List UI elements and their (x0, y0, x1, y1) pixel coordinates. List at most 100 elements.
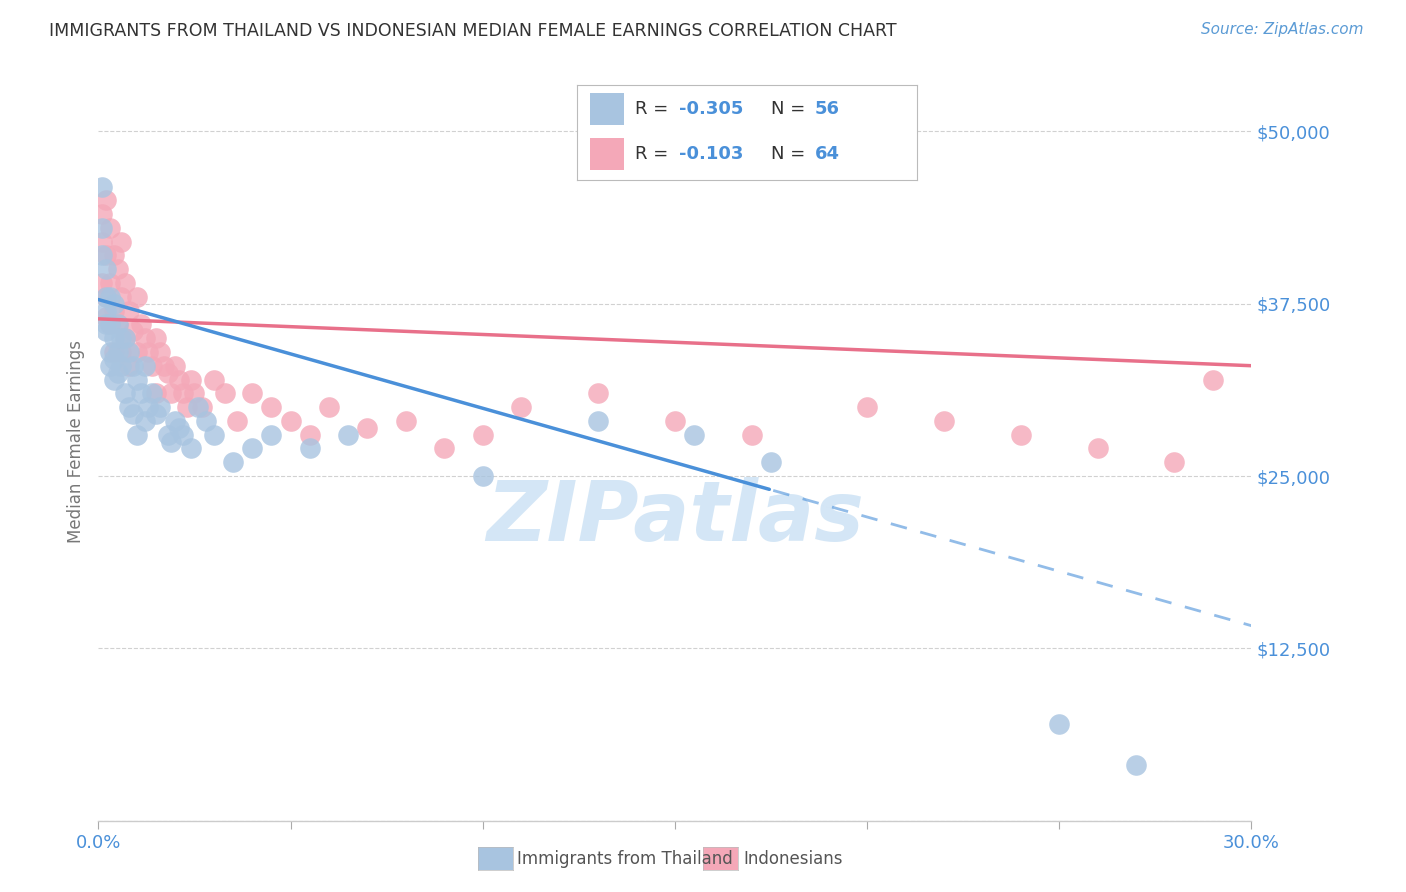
Point (98, 220, 121, 235)
Point (103, 303, 125, 318)
Point (152, 359, 174, 373)
Point (298, 427, 321, 442)
Point (160, 386, 183, 401)
Point (125, 372, 148, 386)
Point (337, 427, 360, 442)
Point (664, 414, 686, 428)
Point (94, 194, 117, 208)
Point (165, 414, 187, 428)
Point (138, 345, 160, 359)
Point (107, 366, 129, 380)
Point (122, 359, 145, 373)
Point (91, 207, 114, 221)
Point (110, 345, 132, 359)
Y-axis label: Median Female Earnings: Median Female Earnings (66, 340, 84, 543)
Point (187, 400, 209, 414)
Point (110, 359, 132, 373)
Point (110, 235, 132, 249)
Point (395, 414, 418, 428)
Point (118, 303, 141, 318)
Point (103, 351, 125, 366)
Point (110, 331, 132, 345)
Point (180, 372, 202, 386)
Point (134, 331, 156, 345)
Point (141, 386, 163, 401)
Point (98, 276, 121, 290)
Point (510, 400, 533, 414)
Point (125, 345, 148, 359)
Text: ZIPatlas: ZIPatlas (486, 477, 863, 558)
Point (107, 345, 129, 359)
Point (91, 235, 114, 249)
Point (129, 318, 152, 332)
Point (98, 345, 121, 359)
Point (471, 469, 494, 483)
Point (103, 372, 125, 386)
Point (103, 345, 125, 359)
Text: Indonesians: Indonesians (744, 850, 844, 868)
Point (118, 345, 141, 359)
Point (103, 296, 125, 310)
Point (932, 414, 955, 428)
Point (202, 427, 225, 442)
Point (167, 372, 190, 386)
Point (98, 318, 121, 332)
Point (118, 359, 141, 373)
Point (114, 276, 136, 290)
Point (107, 262, 129, 277)
Point (134, 414, 156, 428)
Point (94, 303, 117, 318)
Point (176, 400, 198, 414)
Point (1087, 442, 1109, 456)
Point (160, 434, 183, 449)
Point (356, 421, 378, 435)
Point (298, 442, 321, 456)
Point (149, 345, 172, 359)
Point (94, 310, 117, 325)
Point (471, 427, 494, 442)
Text: Immigrants from Thailand: Immigrants from Thailand (517, 850, 733, 868)
Point (683, 427, 706, 442)
Point (214, 386, 236, 401)
Point (1010, 427, 1032, 442)
Point (110, 290, 132, 304)
Point (145, 407, 167, 421)
Point (94, 324, 117, 338)
Point (94, 248, 117, 262)
Point (98, 359, 121, 373)
Point (91, 276, 114, 290)
Point (114, 331, 136, 345)
Point (114, 386, 136, 401)
Point (94, 290, 117, 304)
Point (149, 400, 172, 414)
Point (240, 442, 263, 456)
Point (433, 442, 456, 456)
Point (586, 414, 609, 428)
Point (122, 324, 145, 338)
Point (156, 427, 179, 442)
Point (260, 400, 283, 414)
Point (856, 400, 879, 414)
Point (94, 262, 117, 277)
Point (103, 248, 125, 262)
Point (156, 366, 179, 380)
Point (98, 290, 121, 304)
Point (759, 455, 782, 469)
Point (260, 427, 283, 442)
Point (172, 386, 194, 401)
Point (145, 386, 167, 401)
Point (125, 290, 148, 304)
Point (118, 400, 141, 414)
Point (141, 359, 163, 373)
Point (129, 386, 152, 401)
Point (91, 179, 114, 194)
Point (91, 220, 114, 235)
Point (1163, 455, 1185, 469)
Point (125, 427, 148, 442)
Point (240, 386, 263, 401)
Point (191, 400, 214, 414)
Point (114, 331, 136, 345)
Point (172, 427, 194, 442)
Text: Source: ZipAtlas.com: Source: ZipAtlas.com (1201, 22, 1364, 37)
Point (134, 359, 156, 373)
